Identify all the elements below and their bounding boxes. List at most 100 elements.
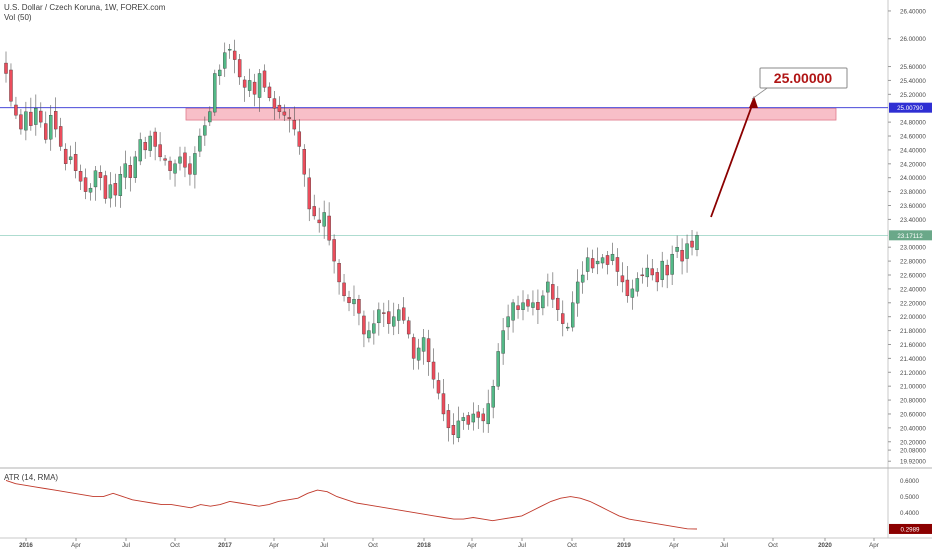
projection-arrow (710, 99, 755, 218)
candle (486, 403, 490, 425)
x-tick-label: Apr (869, 542, 879, 549)
candle (287, 117, 292, 119)
candle (103, 175, 108, 199)
candle (118, 174, 123, 196)
candle (367, 330, 371, 339)
candle (436, 380, 441, 394)
y-tick-label: 20.40000 (900, 425, 926, 432)
candle (456, 420, 461, 438)
candle (476, 411, 480, 418)
candle (377, 309, 381, 324)
candle (595, 260, 600, 265)
candle (247, 80, 252, 91)
candle (392, 316, 396, 327)
candle (571, 302, 575, 328)
candle (411, 337, 416, 359)
y-tick-label: 23.60000 (900, 203, 926, 210)
candle (551, 284, 555, 300)
projection-arrow-head (749, 96, 758, 108)
candle (431, 361, 436, 380)
y-tick-label: 20.08000 (900, 448, 926, 455)
candle (68, 156, 73, 160)
candle (516, 305, 520, 310)
candle (83, 177, 88, 192)
y-tick-label: 21.20000 (900, 370, 926, 377)
candle (332, 239, 336, 262)
candle (481, 413, 485, 422)
x-tick-label: Apr (467, 542, 477, 549)
candle (406, 320, 411, 335)
y-tick-label: 24.20000 (900, 161, 926, 168)
candle (153, 131, 157, 147)
y-tick-label: 25.40000 (900, 78, 926, 85)
x-tick-label: Oct (567, 542, 577, 549)
candle (506, 316, 510, 328)
y-tick-label: 25.60000 (900, 64, 926, 71)
y-tick-label: 26.40000 (900, 8, 926, 15)
y-tick-label: 25.20000 (900, 92, 926, 99)
candle (635, 278, 640, 292)
candle (590, 258, 595, 269)
callout-box (759, 67, 848, 89)
candle (198, 135, 202, 152)
candle (138, 139, 142, 162)
candle (600, 257, 605, 264)
candle (19, 114, 23, 130)
candle (173, 163, 177, 174)
candle (282, 111, 287, 116)
candle (491, 386, 495, 408)
y-tick-label: 24.80000 (900, 120, 926, 127)
candle (9, 69, 13, 102)
y-tick-label: 22.60000 (900, 272, 926, 279)
y-tick-label: 21.80000 (900, 328, 926, 335)
candle (580, 274, 585, 283)
resistance-zone (185, 107, 837, 121)
target-price-tag (889, 102, 932, 113)
candle (53, 111, 58, 130)
candle (342, 282, 346, 297)
candle (357, 299, 361, 314)
x-tick-label: Jul (720, 542, 728, 549)
candle (232, 50, 237, 60)
candle (297, 131, 302, 147)
y-tick-label: 22.00000 (900, 314, 926, 321)
candle (347, 297, 351, 303)
chart-title: U.S. Dollar / Czech Koruna, 1W, FOREX.co… (4, 3, 166, 12)
current-price-tag (889, 230, 932, 241)
candle (44, 123, 48, 140)
y-tick-label: 20.60000 (900, 411, 926, 418)
candle (695, 235, 699, 250)
target-price-label: 25.00790 (897, 105, 923, 112)
candle (362, 315, 366, 335)
candle (620, 275, 625, 283)
candle (272, 98, 277, 109)
candle (188, 163, 192, 175)
y-tick-label: 24.60000 (900, 134, 926, 141)
candle (49, 115, 53, 140)
candle (382, 312, 386, 314)
candle (511, 302, 515, 321)
y-tick-label: 21.40000 (900, 356, 926, 363)
candle (277, 104, 282, 112)
candle (496, 351, 500, 387)
candle (307, 177, 311, 210)
volume-label: Vol (50) (4, 13, 32, 22)
candle (213, 73, 217, 113)
candle (675, 247, 679, 252)
callout-label: 25.00000 (774, 70, 833, 86)
candle (630, 288, 635, 298)
candle (352, 299, 356, 305)
candle (93, 170, 98, 188)
candle (252, 81, 257, 95)
y-tick-label: 21.00000 (900, 384, 926, 391)
candle (426, 338, 431, 363)
y-tick-label: 24.00000 (900, 175, 926, 182)
candle (327, 215, 331, 241)
candle (665, 264, 669, 276)
candle (113, 183, 118, 196)
candle (337, 263, 341, 283)
candle (645, 267, 650, 278)
candle (168, 160, 172, 171)
candle (446, 410, 451, 429)
